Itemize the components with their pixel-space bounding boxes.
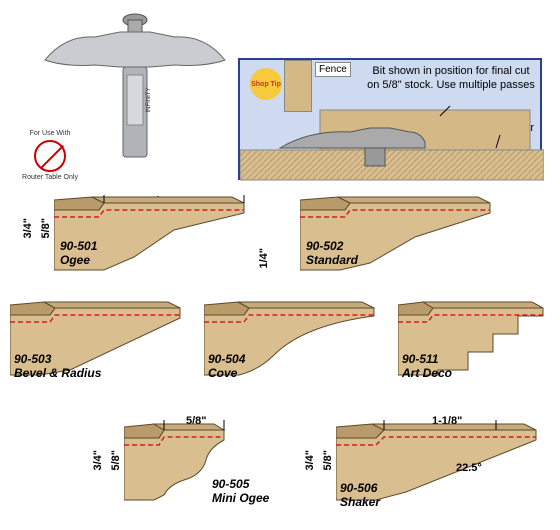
profile-shaker-label: 90-506Shaker	[340, 482, 380, 510]
warning-line2: Router Table Only	[20, 174, 80, 182]
svg-text:INFINITY: INFINITY	[146, 88, 152, 113]
dim-5-8-r3b: 5/8"	[322, 450, 334, 471]
profile-art-deco-label: 90-511Art Deco	[402, 353, 452, 381]
profile-bevel-radius-label: 90-503Bevel & Radius	[14, 353, 101, 381]
warning-line1: For Use With	[20, 130, 80, 138]
profile-ogee-label: 90-501Ogee	[60, 240, 97, 268]
profile-cove: 90-504Cove	[204, 300, 384, 385]
dim-3-4-r3b: 3/4"	[304, 450, 316, 471]
profile-ogee: 90-501Ogee	[54, 195, 254, 280]
dim-3-4-r3a: 3/4"	[92, 450, 104, 471]
tip-cross-section	[240, 60, 544, 182]
profile-standard: 90-502Standard	[300, 195, 500, 280]
profile-cove-label: 90-504Cove	[208, 353, 245, 381]
profile-bevel-radius: 90-503Bevel & Radius	[10, 300, 190, 385]
warning-badge: For Use With Router Table Only	[20, 130, 80, 181]
dim-5-8-r3a: 5/8"	[110, 450, 122, 471]
shaker-angle: 22.5°	[456, 462, 482, 474]
dim-1-4: 1/4"	[258, 248, 270, 269]
profile-standard-label: 90-502Standard	[306, 240, 358, 268]
profile-mini-ogee-label: 90-505Mini Ogee	[212, 478, 269, 506]
profile-mini-ogee: 90-505Mini Ogee	[124, 420, 274, 510]
profile-art-deco: 90-511Art Deco	[398, 300, 553, 385]
shop-tip-panel: Shop Tip Fence Bit shown in position for…	[238, 58, 542, 180]
profile-shaker: 22.5° 90-506Shaker	[336, 420, 546, 510]
dim-3-4-r1: 3/4"	[22, 218, 34, 239]
no-handheld-icon	[34, 140, 66, 172]
dim-5-8-r1: 5/8"	[40, 218, 52, 239]
